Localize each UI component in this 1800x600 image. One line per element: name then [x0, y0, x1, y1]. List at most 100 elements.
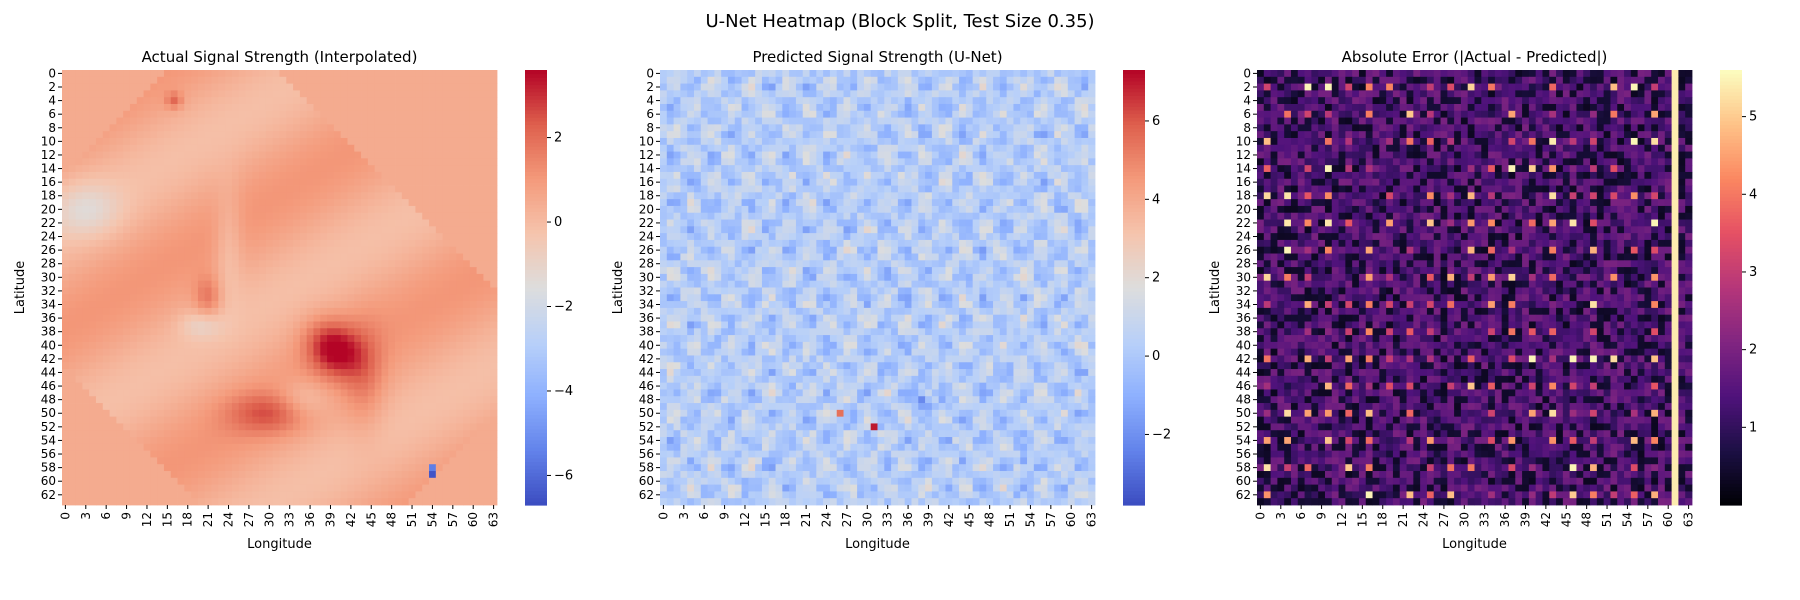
heatmap-cell	[408, 76, 416, 84]
heatmap-cell	[415, 471, 423, 479]
heatmap-cell	[463, 70, 471, 78]
colorbar-segment	[525, 73, 547, 78]
heatmap-cell	[415, 362, 423, 370]
heatmap-cell	[870, 90, 878, 98]
heatmap-cell	[435, 83, 444, 91]
heatmap-cell	[469, 498, 478, 506]
heatmap-cell	[218, 103, 226, 112]
heatmap-cell	[184, 171, 192, 180]
heatmap-cell	[272, 226, 280, 234]
heatmap-cell	[259, 484, 267, 492]
heatmap-cell	[191, 471, 199, 479]
heatmap-cell	[211, 117, 219, 125]
heatmap-cell	[89, 165, 97, 173]
heatmap-cell	[408, 239, 416, 248]
heatmap-cell	[75, 253, 83, 261]
heatmap-cell	[333, 165, 342, 173]
heatmap-cell	[401, 287, 410, 295]
heatmap-cell	[381, 362, 389, 370]
heatmap-cell	[972, 131, 980, 139]
heatmap-cell	[245, 437, 253, 445]
heatmap-cell	[102, 273, 110, 282]
heatmap-cell	[75, 273, 83, 282]
heatmap-cell	[89, 389, 97, 397]
heatmap-cell	[374, 246, 382, 254]
heatmap-cell	[272, 423, 280, 431]
x-tick-label: 63	[487, 512, 501, 527]
heatmap-cell	[286, 437, 294, 445]
heatmap-cell	[68, 389, 76, 397]
heatmap-cell	[395, 457, 403, 465]
heatmap-cell	[476, 233, 484, 241]
heatmap-cell	[238, 253, 246, 261]
heatmap-cell	[163, 491, 172, 499]
heatmap-cell	[129, 328, 138, 336]
heatmap-cell	[184, 389, 192, 397]
heatmap-cell	[775, 124, 783, 132]
heatmap-cell	[191, 124, 199, 132]
heatmap-cell	[340, 416, 348, 424]
heatmap-cell	[157, 301, 165, 309]
heatmap-cell	[327, 423, 335, 431]
heatmap-cell	[102, 199, 110, 207]
heatmap-cell	[347, 389, 355, 397]
heatmap-cell	[184, 137, 192, 146]
heatmap-cell	[211, 477, 219, 486]
heatmap-cell	[163, 341, 172, 350]
heatmap-cell	[143, 307, 151, 316]
heatmap-cell	[238, 471, 246, 479]
heatmap-cell	[469, 471, 478, 479]
heatmap-cell	[82, 328, 90, 336]
heatmap-cell	[129, 498, 138, 506]
heatmap-cell	[401, 362, 410, 370]
heatmap-cell	[320, 76, 328, 84]
heatmap-cell	[95, 267, 104, 275]
heatmap-cell	[429, 246, 437, 254]
heatmap-cell	[340, 192, 348, 200]
heatmap-cell	[109, 362, 117, 370]
heatmap-cell	[816, 110, 824, 118]
heatmap-cell	[245, 165, 253, 173]
heatmap-cell	[483, 103, 491, 112]
heatmap-cell	[361, 430, 369, 438]
heatmap-cell	[62, 171, 70, 180]
heatmap-cell	[62, 97, 70, 105]
heatmap-cell	[129, 117, 138, 125]
heatmap-cell	[279, 341, 287, 350]
heatmap-cell	[259, 321, 267, 329]
heatmap-cell	[456, 199, 464, 207]
heatmap-cell	[143, 246, 151, 254]
heatmap-cell	[381, 464, 389, 472]
heatmap-cell	[843, 83, 851, 91]
heatmap-cell	[136, 205, 144, 214]
colorbar-tick-label: 2	[554, 131, 562, 146]
heatmap-cell	[863, 124, 872, 132]
heatmap-cell	[429, 267, 437, 275]
heatmap-cell	[476, 103, 484, 112]
heatmap-cell	[95, 280, 104, 288]
heatmap-cell	[429, 219, 437, 227]
heatmap-cell	[476, 178, 484, 186]
heatmap-cell	[374, 362, 382, 370]
heatmap-cell	[163, 137, 172, 146]
heatmap-cell	[143, 477, 151, 486]
heatmap-cell	[415, 389, 423, 397]
heatmap-cell	[469, 226, 478, 234]
y-tick-label: 22	[41, 216, 56, 230]
heatmap-cell	[435, 260, 444, 268]
heatmap-cell	[279, 260, 287, 268]
heatmap-cell	[265, 430, 274, 438]
heatmap-cell	[680, 83, 688, 91]
heatmap-cell	[354, 409, 362, 418]
heatmap-cell	[422, 158, 430, 166]
heatmap-cell	[999, 70, 1008, 78]
heatmap-cell	[306, 321, 314, 329]
heatmap-cell	[150, 437, 158, 445]
heatmap-cell	[306, 348, 314, 356]
heatmap-cell	[442, 437, 450, 445]
heatmap-cell	[211, 450, 219, 458]
heatmap-cell	[299, 375, 308, 384]
heatmap-cell	[361, 273, 369, 282]
heatmap-cell	[435, 137, 444, 146]
heatmap-cell	[170, 335, 178, 343]
